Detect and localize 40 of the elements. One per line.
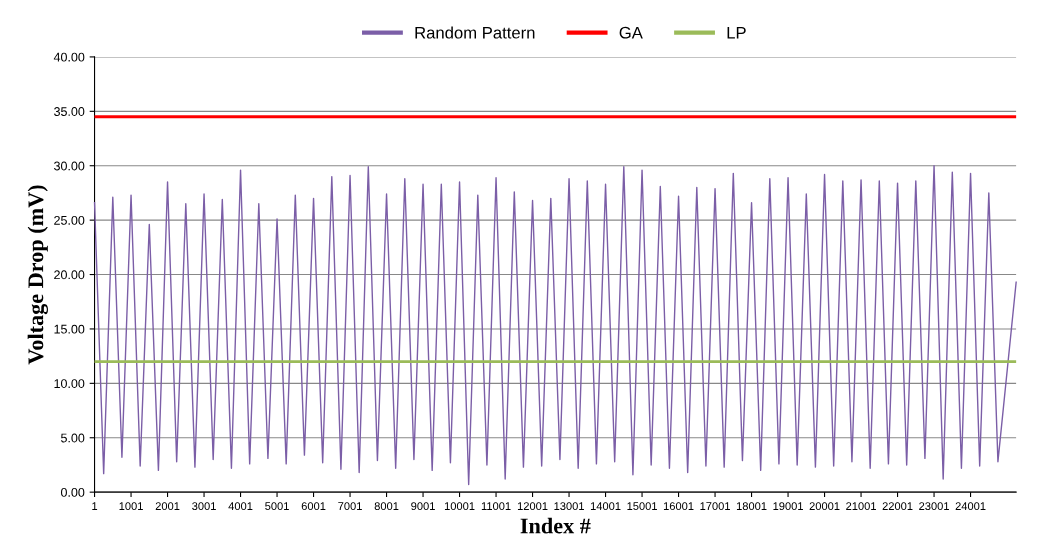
x-tick-label: 22001	[882, 502, 913, 511]
y-tick-label: 5.00	[61, 433, 85, 443]
x-tick-label: 15001	[627, 502, 657, 511]
x-tick-label: 21001	[846, 502, 876, 511]
y-tick-label: 25.00	[54, 215, 85, 225]
x-tick-label: 12001	[517, 502, 548, 511]
x-tick-label: 13001	[554, 502, 584, 511]
line-series	[93, 165, 1017, 486]
x-tick-label: 6001	[301, 502, 326, 511]
x-tick-label: 16001	[663, 502, 694, 511]
y-tick-label: 30.00	[54, 161, 85, 171]
x-tick-label: 8001	[374, 502, 399, 511]
x-tick-label: 3001	[192, 502, 216, 511]
x-tick-label: 1001	[119, 502, 143, 511]
x-tick-label: 1	[92, 502, 98, 510]
x-tick-label: 9001	[411, 502, 435, 511]
x-tick-label: 18001	[736, 502, 767, 511]
y-tick-label: 35.00	[54, 107, 85, 116]
x-tick-label: 7001	[338, 502, 362, 511]
x-tick-label: 5001	[265, 502, 289, 511]
x-tick-label: 4001	[228, 502, 253, 511]
y-tick-label: 15.00	[54, 324, 85, 334]
x-tick-label: 10001	[444, 502, 475, 511]
x-tick-label: 17001	[700, 502, 730, 511]
legend-label: Random Pattern	[415, 26, 535, 39]
x-tick-label: 20001	[809, 502, 840, 511]
x-tick-label: 19001	[773, 502, 803, 511]
x-tick-label: 24001	[955, 502, 986, 511]
x-axis-title: Index #	[520, 517, 591, 534]
legend-label: LP	[727, 26, 746, 39]
y-tick-label: 10.00	[54, 379, 85, 388]
legend-label: GA	[619, 26, 643, 39]
y-tick-label: 40.00	[53, 52, 85, 62]
y-tick-label: 20.00	[54, 270, 85, 280]
x-tick-label: 11001	[481, 502, 511, 511]
x-tick-label: 23001	[919, 502, 949, 511]
y-tick-label: 0.00	[60, 487, 85, 497]
x-tick-label: 14001	[590, 502, 621, 511]
y-axis-title: Voltage Drop (mV)	[27, 185, 48, 365]
x-tick-label: 2001	[155, 502, 180, 511]
